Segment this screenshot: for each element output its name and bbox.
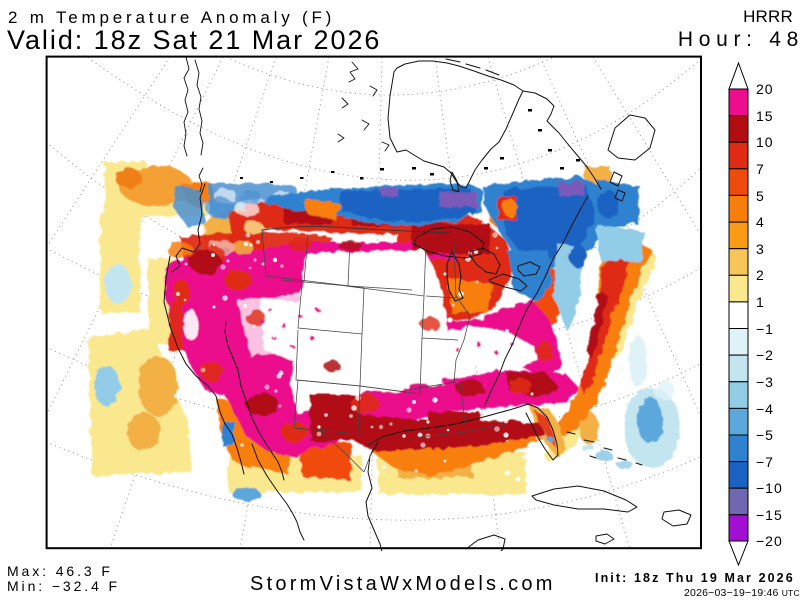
svg-text:4: 4 [756,214,765,230]
svg-text:−2: −2 [756,347,774,363]
svg-text:3: 3 [756,241,765,257]
svg-text:2: 2 [756,267,765,283]
svg-text:−3: −3 [756,374,774,390]
svg-text:20: 20 [756,81,774,97]
svg-text:−7: −7 [756,454,774,470]
svg-text:10: 10 [756,134,774,150]
svg-text:−15: −15 [756,507,783,523]
svg-text:−20: −20 [756,533,783,549]
svg-text:7: 7 [756,161,765,177]
svg-text:15: 15 [756,108,774,124]
svg-text:−5: −5 [756,427,774,443]
svg-text:5: 5 [756,188,765,204]
svg-text:−1: −1 [756,321,774,337]
svg-text:−4: −4 [756,401,774,417]
svg-text:1: 1 [756,294,765,310]
svg-text:−10: −10 [756,480,783,496]
